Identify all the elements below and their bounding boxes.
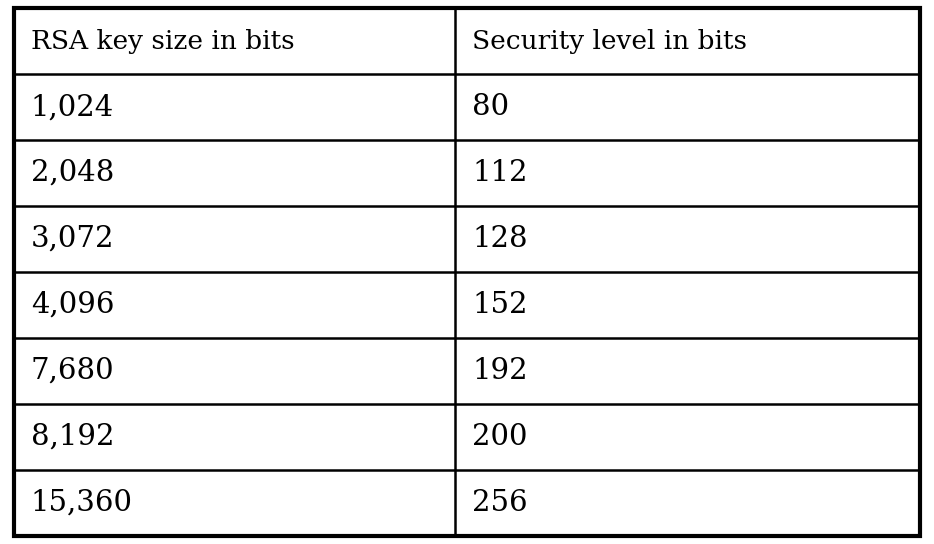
Text: 200: 200 [472, 423, 528, 451]
Text: 15,360: 15,360 [31, 489, 133, 517]
Text: 128: 128 [472, 225, 528, 253]
Text: 112: 112 [472, 159, 528, 187]
Text: 2,048: 2,048 [31, 159, 114, 187]
Text: 3,072: 3,072 [31, 225, 114, 253]
Text: 7,680: 7,680 [31, 357, 115, 385]
Text: 80: 80 [472, 93, 509, 121]
Text: 152: 152 [472, 291, 528, 319]
Text: 256: 256 [472, 489, 528, 517]
Text: Security level in bits: Security level in bits [472, 29, 747, 54]
Text: RSA key size in bits: RSA key size in bits [31, 29, 294, 54]
Text: 8,192: 8,192 [31, 423, 114, 451]
Text: 4,096: 4,096 [31, 291, 114, 319]
Text: 192: 192 [472, 357, 528, 385]
Text: 1,024: 1,024 [31, 93, 114, 121]
